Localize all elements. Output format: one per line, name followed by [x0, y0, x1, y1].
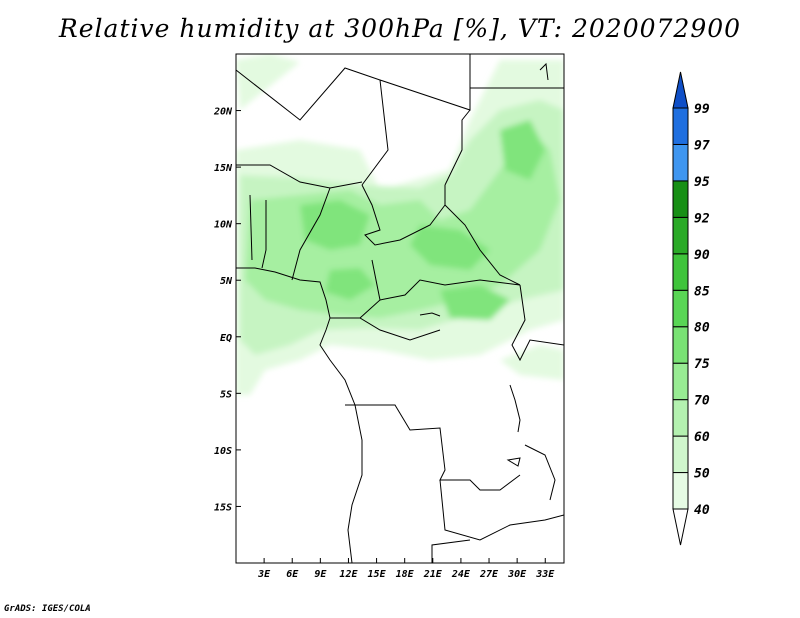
border-line [345, 404, 521, 491]
border-line [236, 67, 389, 186]
colorbar-label: 90 [694, 248, 710, 263]
humidity-field [236, 54, 564, 395]
coastline [236, 267, 363, 563]
border-line [439, 479, 564, 541]
humidity-zone-higher [500, 120, 545, 180]
lon-tick-label: 30E [507, 569, 527, 580]
lat-tick-label: 10S [214, 446, 232, 457]
border-line [431, 539, 471, 563]
colorbar-label: 50 [694, 467, 710, 482]
border-line [379, 54, 471, 111]
lat-tick-label: 5N [220, 276, 233, 287]
colorbar-label: 95 [694, 175, 710, 190]
humidity-zone-higher [325, 268, 375, 300]
map-frame [235, 53, 565, 564]
humidity-zone-light [500, 345, 564, 380]
lon-tick-label: 24E [451, 569, 471, 580]
lake-outline [509, 384, 521, 433]
border-line [249, 194, 253, 261]
colorbar-top-arrow [672, 71, 689, 109]
colorbar-label: 97 [694, 138, 710, 153]
lon-tick-label: 12E [339, 569, 358, 580]
latitude-ticks: 20N 15N 10N 5N EQ 5S 10S 15S [213, 107, 241, 513]
colorbar-label: 60 [694, 430, 710, 445]
lon-tick-label: 9E [314, 569, 327, 580]
longitude-ticks: 3E 6E 9E 12E 15E 18E 21E 24E 27E 30E 33E [257, 558, 555, 580]
lake-outline [419, 312, 441, 317]
humidity-zone-higher [440, 285, 510, 320]
colorbar: 40 50 60 70 75 80 85 90 92 95 97 99 [672, 71, 710, 546]
border-line [361, 184, 446, 246]
border-line [379, 279, 521, 301]
colorbar-segment [672, 143, 689, 182]
lon-tick-label: 6E [286, 569, 299, 580]
colorbar-segment [672, 435, 689, 474]
country-borders [236, 54, 564, 563]
lake-outline [506, 457, 521, 467]
colorbar-label: 92 [694, 211, 710, 226]
colorbar-segment [672, 289, 689, 328]
colorbar-segment [672, 326, 689, 364]
humidity-zone-high [245, 130, 560, 318]
humidity-zone-higher [410, 225, 490, 270]
border-line [236, 164, 363, 189]
border-line [330, 317, 441, 341]
border-line [511, 284, 564, 362]
lat-tick-label: 15S [214, 502, 232, 513]
lon-tick-label: 21E [423, 569, 443, 580]
lon-tick-label: 33E [535, 569, 555, 580]
colorbar-label: 75 [694, 357, 710, 372]
colorbar-label: 40 [694, 503, 710, 518]
lat-tick-label: 5S [220, 389, 232, 400]
colorbar-label: 80 [694, 321, 710, 336]
lat-tick-label: 15N [214, 163, 233, 174]
colorbar-label: 99 [694, 102, 710, 117]
colorbar-segment [672, 216, 689, 255]
colorbar-segment [672, 107, 689, 145]
colorbar-segment [672, 472, 689, 510]
lat-tick-label: EQ [220, 333, 232, 344]
lon-tick-label: 18E [396, 569, 415, 580]
colorbar-label: 70 [694, 394, 710, 409]
border-line [291, 187, 331, 281]
humidity-zone-higher [300, 200, 370, 250]
colorbar-segment [672, 362, 689, 401]
lon-tick-label: 27E [479, 569, 499, 580]
colorbar-segment [672, 180, 689, 218]
lake-outline [524, 444, 556, 501]
colorbar-segment [672, 253, 689, 291]
border-line [261, 200, 267, 269]
colorbar-label: 85 [694, 284, 710, 299]
grads-credit: GrADS: IGES/COLA [4, 604, 91, 614]
chart-title: Relative humidity at 300hPa [%], VT: 202… [58, 14, 742, 43]
humidity-zone-light [236, 54, 300, 110]
lon-tick-label: 15E [368, 569, 387, 580]
coastline-east [539, 62, 549, 81]
border-line [444, 109, 471, 186]
colorbar-segment [672, 399, 689, 437]
lat-tick-label: 10N [214, 220, 233, 231]
lat-tick-label: 20N [213, 107, 233, 118]
lon-tick-label: 3E [257, 569, 271, 580]
colorbar-bottom-arrow [672, 508, 689, 546]
border-line [444, 204, 521, 286]
